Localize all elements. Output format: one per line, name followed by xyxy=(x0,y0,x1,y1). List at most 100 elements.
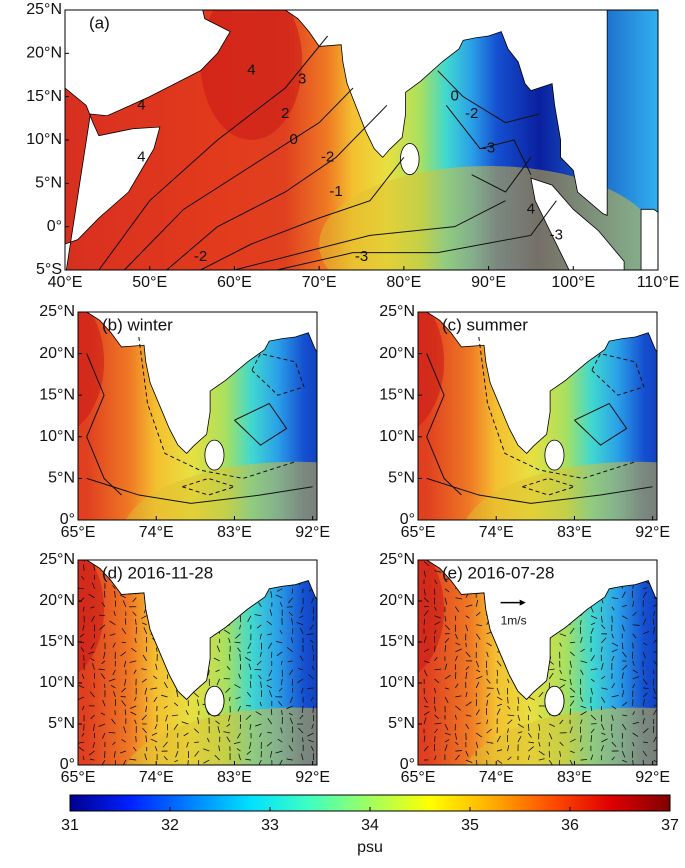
y-tick-label: 5°S xyxy=(36,261,62,278)
x-tick-label: 92°E xyxy=(635,524,670,541)
current-vector xyxy=(435,736,436,742)
land xyxy=(679,719,685,814)
y-tick-label: 25°N xyxy=(379,303,415,320)
land xyxy=(545,686,564,716)
colorbar-tick-label: 34 xyxy=(361,817,379,834)
y-tick-label: 0° xyxy=(47,218,62,235)
y-tick-label: 15°N xyxy=(379,386,415,403)
y-tick-label: 10°N xyxy=(39,428,75,445)
y-tick-label: 20°N xyxy=(39,592,75,609)
y-tick-label: 10°N xyxy=(39,674,75,691)
x-tick-label: 83°E xyxy=(217,524,252,541)
current-vector xyxy=(455,672,456,679)
x-tick-label: 92°E xyxy=(295,769,330,786)
y-tick-label: 25°N xyxy=(39,551,75,568)
x-tick-label: 110°E xyxy=(637,274,680,291)
y-tick-label: 15°N xyxy=(379,633,415,650)
y-tick-label: 10°N xyxy=(379,674,415,691)
colorbar-tick-label: 33 xyxy=(261,817,279,834)
x-tick-label: 50°E xyxy=(132,274,167,291)
y-tick-label: 5°N xyxy=(35,175,62,192)
y-tick-label: 25°N xyxy=(39,303,75,320)
current-vector xyxy=(435,646,436,652)
y-tick-label: 15°N xyxy=(26,88,62,105)
panel-label: (e) 2016-07-28 xyxy=(442,563,554,582)
current-vector xyxy=(271,709,272,715)
y-tick-label: 20°N xyxy=(26,45,62,62)
x-tick-label: 83°E xyxy=(557,769,592,786)
y-tick-label: 5°N xyxy=(388,715,415,732)
contour-label: 4 xyxy=(247,62,255,79)
current-vector xyxy=(292,589,293,594)
x-tick-label: 74°E xyxy=(479,524,514,541)
contour-label: 3 xyxy=(298,70,306,87)
y-tick-label: 0° xyxy=(400,756,415,773)
x-tick-label: 92°E xyxy=(295,524,330,541)
land xyxy=(205,440,224,470)
current-vector xyxy=(654,670,655,674)
current-vector xyxy=(109,732,116,733)
x-tick-label: 83°E xyxy=(557,524,592,541)
contour-label: 4 xyxy=(137,148,145,165)
x-tick-label: 60°E xyxy=(217,274,252,291)
y-tick-label: 0° xyxy=(60,756,75,773)
land xyxy=(400,143,419,174)
contour-label: 0 xyxy=(290,131,298,148)
contour-label: -3 xyxy=(550,226,563,243)
land xyxy=(545,440,564,470)
contour-label: -3 xyxy=(482,140,495,157)
x-tick-label: 90°E xyxy=(471,274,506,291)
current-vector xyxy=(136,736,137,742)
x-tick-label: 80°E xyxy=(386,274,421,291)
y-tick-label: 25°N xyxy=(379,551,415,568)
land xyxy=(0,304,30,570)
colorbar-tick-label: 32 xyxy=(161,817,179,834)
y-tick-label: 20°N xyxy=(39,345,75,362)
contour-label: 0 xyxy=(451,88,459,105)
panel-label: (c) summer xyxy=(442,315,528,334)
contour-label: 4 xyxy=(137,96,145,113)
land xyxy=(679,719,685,814)
land xyxy=(205,686,224,716)
x-tick-label: 83°E xyxy=(217,769,252,786)
colorbar-tick-label: 35 xyxy=(461,817,479,834)
y-tick-label: 5°N xyxy=(48,470,75,487)
y-tick-label: 15°N xyxy=(39,633,75,650)
y-tick-label: 0° xyxy=(60,511,75,528)
y-tick-label: 5°N xyxy=(388,470,415,487)
land xyxy=(0,552,30,814)
contour-label: 2 xyxy=(281,105,289,122)
y-tick-label: 20°N xyxy=(379,592,415,609)
colorbar-tick-label: 36 xyxy=(561,817,579,834)
y-tick-label: 20°N xyxy=(379,345,415,362)
y-tick-label: 10°N xyxy=(26,131,62,148)
x-tick-label: 92°E xyxy=(635,769,670,786)
colorbar-tick-label: 37 xyxy=(661,817,679,834)
x-tick-label: 100°E xyxy=(551,274,595,291)
contour-label: -2 xyxy=(194,248,207,265)
contour-label: -1 xyxy=(329,183,342,200)
x-tick-label: 74°E xyxy=(139,524,174,541)
contour-label: -2 xyxy=(321,148,334,165)
x-tick-label: 70°E xyxy=(302,274,337,291)
panel-label: (d) 2016-11-28 xyxy=(102,563,213,582)
panel-label: (b) winter xyxy=(102,315,173,334)
land xyxy=(679,473,685,570)
current-vector xyxy=(528,724,529,731)
x-tick-label: 74°E xyxy=(139,769,174,786)
contour-label: 4 xyxy=(527,200,535,217)
vector-scale-label: 1m/s xyxy=(501,614,527,628)
y-tick-label: 0° xyxy=(400,511,415,528)
y-tick-label: 5°N xyxy=(48,715,75,732)
y-tick-label: 15°N xyxy=(39,386,75,403)
colorbar-label: psu xyxy=(357,839,383,856)
contour-label: -2 xyxy=(465,105,478,122)
x-tick-label: 74°E xyxy=(479,769,514,786)
panel-label: (a) xyxy=(89,13,110,32)
colorbar-tick-label: 31 xyxy=(61,817,79,834)
land xyxy=(641,209,666,278)
y-tick-label: 10°N xyxy=(379,428,415,445)
y-tick-label: 25°N xyxy=(26,1,62,18)
